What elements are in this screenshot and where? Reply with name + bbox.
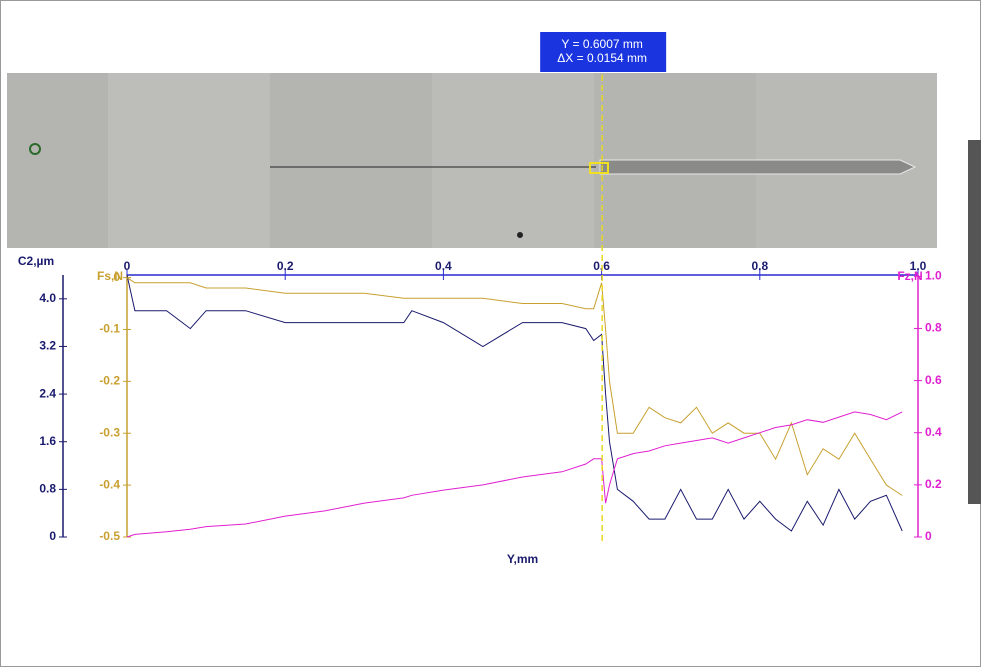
y-tick-label: 0.2	[925, 477, 942, 491]
y-axis-label: C2,µm	[18, 254, 54, 268]
y-tick-label: -0.4	[99, 477, 120, 491]
y-tick-label: 4.0	[39, 291, 56, 305]
y-tick-label: -0.1	[99, 322, 120, 336]
y-tick-label: 0.4	[925, 425, 942, 439]
y-axis-label: Fs,N	[97, 269, 123, 283]
y-tick-label: 0.8	[925, 321, 942, 335]
y-tick-label: 3.2	[39, 339, 56, 353]
y-tick-label: 0.8	[39, 482, 56, 496]
micrograph-strip	[7, 73, 937, 248]
y-tick-label: 1.6	[39, 434, 56, 448]
image-tile	[432, 73, 594, 248]
y-tick-label: 0	[49, 529, 56, 543]
y-axis-label: Fz,N	[897, 269, 922, 283]
x-tick-label: 0.8	[751, 259, 768, 273]
scratch-damage	[600, 160, 915, 174]
y-tick-label: -0.5	[99, 529, 120, 543]
x-tick-label: 0	[124, 259, 131, 273]
x-axis-label: Y,mm	[507, 552, 538, 566]
x-tick-label: 0.2	[277, 259, 294, 273]
cursor-readout-text: ΔX = 0.0154 mm	[557, 51, 647, 65]
y-tick-label: 2.4	[39, 386, 56, 400]
side-image	[968, 140, 981, 504]
y-tick-label: 1.0	[925, 268, 942, 282]
image-tile	[108, 73, 270, 248]
y-tick-label: -0.2	[99, 374, 120, 388]
y-tick-label: -0.3	[99, 425, 120, 439]
debris	[517, 232, 523, 238]
y-tick-label: 0	[925, 529, 932, 543]
y-tick-label: 0.6	[925, 373, 942, 387]
cursor-readout-text: Y = 0.6007 mm	[561, 37, 643, 51]
app-window: 0 0.2 0.4 0.6 0.8 1.0 Y,mm 0 0.8 1.6 2.4 3.2 4.0 C2,µ…	[0, 0, 981, 667]
x-tick-label: 0.4	[435, 259, 452, 273]
